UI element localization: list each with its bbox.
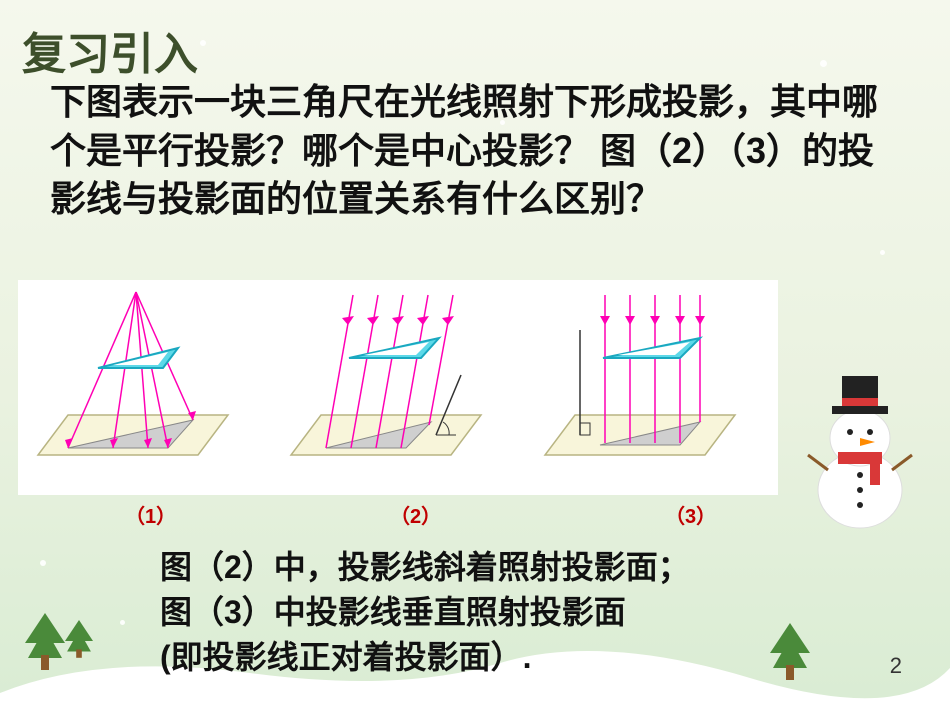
question-text: 下图表示一块三角尺在光线照射下形成投影，其中哪个是平行投影？哪个是中心投影？ 图…: [50, 78, 910, 224]
answer-text: 图（2）中，投影线斜着照射投影面； 图（3）中投影线垂直照射投影面 (即投影线正…: [160, 545, 860, 679]
answer-line-3: (即投影线正对着投影面）.: [160, 635, 860, 680]
figure-2: [271, 280, 524, 495]
slide-title: 复习引入: [22, 18, 198, 82]
snow-dot: [820, 60, 827, 67]
caption-2: （2）: [390, 500, 441, 529]
caption-1: （1）: [125, 500, 176, 529]
figure-strip: [18, 280, 778, 495]
figure-3: [525, 280, 778, 495]
page-number: 2: [890, 653, 902, 679]
answer-line-2: 图（3）中投影线垂直照射投影面: [160, 590, 860, 635]
snow-dot: [200, 40, 206, 46]
snow-dot: [880, 250, 885, 255]
snowman-decoration: [800, 350, 920, 535]
caption-3: （3）: [665, 500, 716, 529]
figure-1: [18, 280, 271, 495]
answer-line-1: 图（2）中，投影线斜着照射投影面；: [160, 545, 860, 590]
